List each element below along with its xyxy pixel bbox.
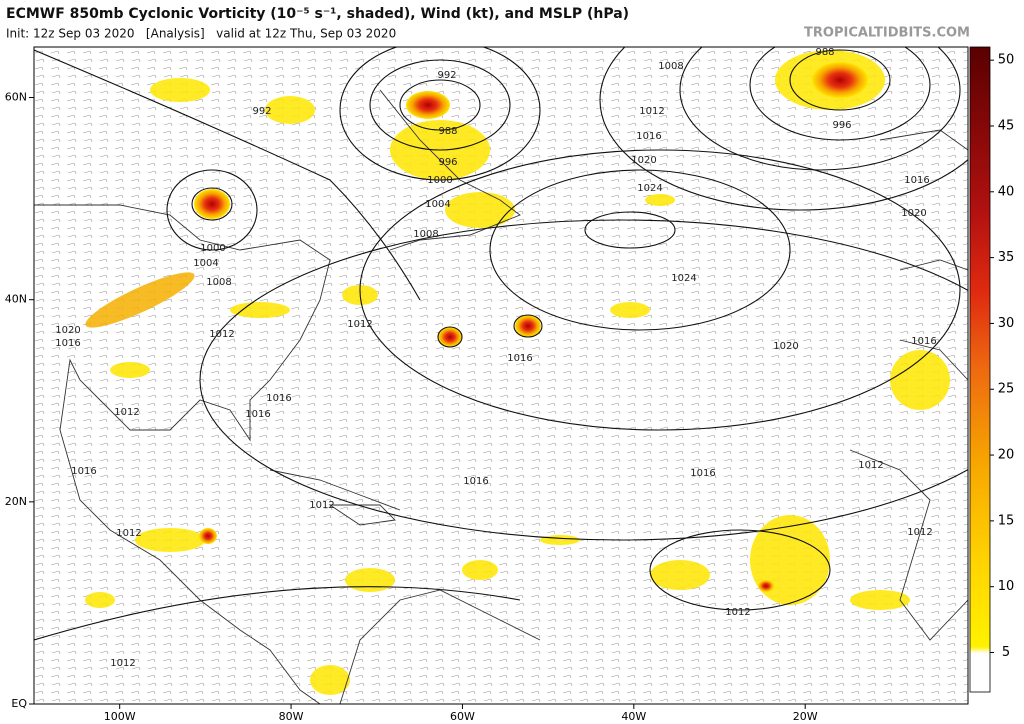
isobar-label: 1020 (773, 341, 798, 352)
isobar-label: 1016 (245, 409, 270, 420)
isobar-label: 996 (438, 157, 457, 168)
map-area (34, 47, 968, 704)
isobar-label: 1020 (631, 155, 656, 166)
colorbar-tick-label: 50 (998, 53, 1015, 68)
isobar-label: 1016 (911, 336, 936, 347)
x-tick-label: 20W (793, 710, 818, 723)
isobar-label: 1020 (55, 325, 80, 336)
isobars (34, 47, 968, 641)
x-tick-label: 40W (621, 710, 646, 723)
colorbar-tick-label: 15 (998, 513, 1015, 528)
colorbar-tick-label: 35 (998, 250, 1015, 265)
colorbar-tick-label: 30 (998, 316, 1015, 331)
isobar-label: 988 (438, 126, 457, 137)
vorticity-shading (85, 50, 950, 695)
isobar-label: 1004 (425, 199, 450, 210)
colorbar-tick-label: 25 (998, 382, 1015, 397)
isobar-label: 1000 (427, 175, 452, 186)
isobar-label: 1016 (507, 353, 532, 364)
colorbar-tick-label: 20 (998, 448, 1015, 463)
x-tick-label: 80W (279, 710, 304, 723)
isobar-label: 1008 (206, 277, 231, 288)
isobar-label: 1012 (209, 329, 234, 340)
colorbar-tick-label: 40 (998, 184, 1015, 199)
isobar-label: 992 (437, 70, 456, 81)
land-outlines (34, 89, 968, 704)
vorticity-cores (194, 62, 868, 592)
isobar-label: 1016 (55, 338, 80, 349)
isobar-label: 1012 (110, 658, 135, 669)
x-tick-label: 60W (450, 710, 475, 723)
isobar-label: 1004 (193, 258, 218, 269)
isobar-label: 1012 (858, 460, 883, 471)
colorbar-tick-label: 10 (998, 579, 1015, 594)
y-tick-label: EQ (11, 697, 27, 710)
isobar-label: 1016 (71, 466, 96, 477)
isobar-label: 988 (815, 47, 834, 58)
title: ECMWF 850mb Cyclonic Vorticity (10⁻⁵ s⁻¹… (6, 6, 629, 22)
subtitle: Init: 12z Sep 03 2020 [Analysis] valid a… (6, 27, 396, 41)
isobar-label: 1016 (690, 468, 715, 479)
isobar-label: 1016 (266, 393, 291, 404)
colorbar-tick-label: 5 (1002, 645, 1010, 660)
isobar-label: 1016 (636, 131, 661, 142)
isobar-label: 1012 (725, 607, 750, 618)
isobar-label: 996 (832, 120, 851, 131)
isobar-label: 1020 (901, 208, 926, 219)
x-tick-label: 100W (104, 710, 136, 723)
isobar-label: 1012 (347, 319, 372, 330)
isobar-label: 1024 (637, 183, 662, 194)
isobar-label: 1012 (639, 106, 664, 117)
isobar-label: 1012 (116, 528, 141, 539)
y-tick-label: 20N (5, 495, 27, 508)
isobar-label: 1012 (114, 407, 139, 418)
colorbar (969, 46, 991, 693)
y-tick-label: 40N (5, 293, 27, 306)
isobar-label: 1008 (413, 229, 438, 240)
isobar-label: 1012 (907, 527, 932, 538)
isobar-label: 1008 (658, 61, 683, 72)
isobar-label: 1016 (904, 175, 929, 186)
colorbar-tick-label: 45 (998, 118, 1015, 133)
isobar-label: 1016 (463, 476, 488, 487)
y-tick-label: 60N (5, 91, 27, 104)
map-frame (33, 46, 969, 705)
isobar-label: 1024 (671, 273, 696, 284)
watermark: TROPICALTIDBITS.COM (804, 26, 970, 41)
isobar-label: 1012 (309, 500, 334, 511)
isobar-label: 1000 (200, 243, 225, 254)
isobar-label: 992 (252, 106, 271, 117)
